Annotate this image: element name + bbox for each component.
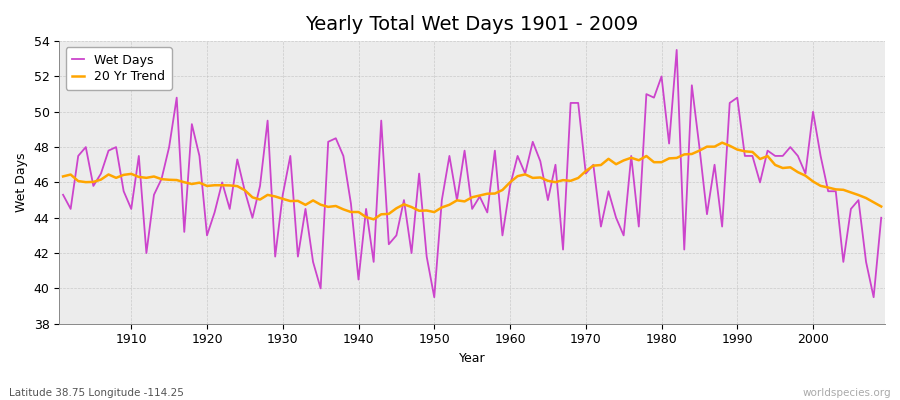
Wet Days bbox=[876, 215, 886, 220]
Y-axis label: Wet Days: Wet Days bbox=[15, 153, 28, 212]
Wet Days bbox=[603, 189, 614, 194]
X-axis label: Year: Year bbox=[459, 352, 485, 365]
20 Yr Trend bbox=[58, 174, 68, 179]
20 Yr Trend bbox=[603, 156, 614, 161]
20 Yr Trend bbox=[716, 140, 727, 145]
Title: Yearly Total Wet Days 1901 - 2009: Yearly Total Wet Days 1901 - 2009 bbox=[305, 15, 639, 34]
Wet Days bbox=[118, 189, 129, 194]
Legend: Wet Days, 20 Yr Trend: Wet Days, 20 Yr Trend bbox=[66, 47, 172, 90]
Wet Days bbox=[512, 154, 523, 158]
Line: Wet Days: Wet Days bbox=[63, 50, 881, 297]
Wet Days bbox=[58, 192, 68, 197]
Line: 20 Yr Trend: 20 Yr Trend bbox=[63, 143, 881, 219]
20 Yr Trend bbox=[285, 199, 296, 204]
20 Yr Trend bbox=[118, 172, 129, 177]
20 Yr Trend bbox=[368, 217, 379, 222]
Wet Days bbox=[429, 295, 440, 300]
Wet Days bbox=[671, 48, 682, 52]
Text: worldspecies.org: worldspecies.org bbox=[803, 388, 891, 398]
20 Yr Trend bbox=[512, 174, 523, 178]
20 Yr Trend bbox=[330, 204, 341, 208]
20 Yr Trend bbox=[876, 204, 886, 209]
Wet Days bbox=[285, 154, 296, 158]
Wet Days bbox=[505, 184, 516, 188]
Wet Days bbox=[330, 136, 341, 141]
20 Yr Trend bbox=[505, 180, 516, 185]
Text: Latitude 38.75 Longitude -114.25: Latitude 38.75 Longitude -114.25 bbox=[9, 388, 184, 398]
